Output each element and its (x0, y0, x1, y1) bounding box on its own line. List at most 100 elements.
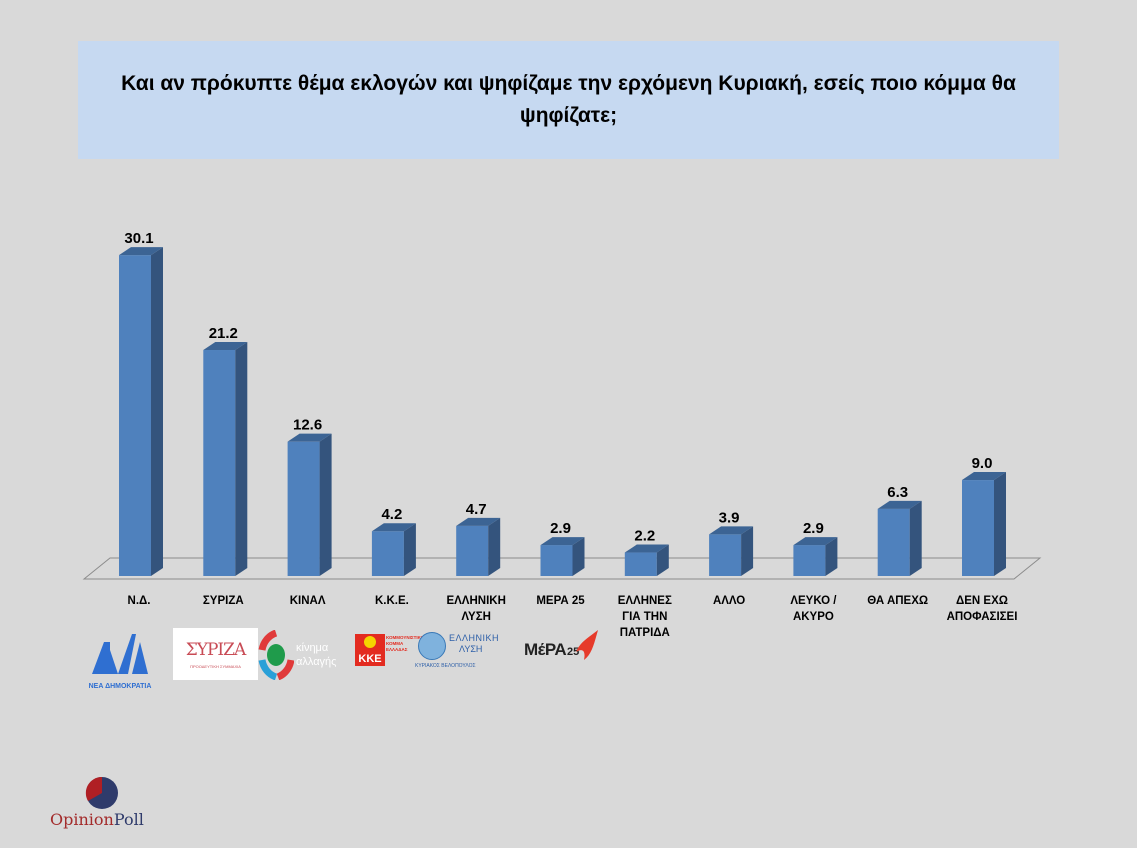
opinionpoll-pie-icon (85, 776, 118, 809)
elliniki-lysi-emblem-icon (418, 632, 446, 660)
bar-top (793, 537, 838, 546)
swallow-icon (576, 630, 598, 660)
bar-side (994, 472, 1006, 576)
bar-value-label: 9.0 (972, 455, 993, 472)
bar-front (793, 545, 826, 576)
category-label-line: ΛΕΥΚΟ / (790, 595, 837, 607)
bar: 3.9 (709, 509, 754, 576)
bar-side (235, 342, 248, 576)
bar: 21.2 (203, 325, 248, 576)
mera25-logo-num: 25 (567, 646, 580, 658)
category-label-line: ΑΚΥΡΟ (792, 611, 834, 623)
logo-kinal: κίνημα αλλαγής (258, 630, 343, 682)
category-label-line: ΠΑΤΡΙΔΑ (619, 627, 670, 639)
category-label-line: ΑΠΟΦΑΣΙΣΕΙ (946, 611, 1018, 623)
bar-side (909, 500, 922, 576)
bar-value-label: 4.7 (466, 501, 487, 518)
bar-side (572, 537, 585, 576)
category-label-line: ΜΕΡΑ 25 (536, 595, 585, 607)
mera25-logo-mark: ΜέΡΑ (524, 640, 567, 659)
bar-value-label: 3.9 (719, 509, 740, 526)
bar-value-label: 2.9 (803, 520, 824, 537)
bar-side (319, 433, 332, 576)
category-label: ΕΛΛΗΝΙΚΗ ΛΥΣΗ (431, 593, 521, 625)
bar-front (456, 525, 489, 576)
logo-mera25: ΜέΡΑ 25 (522, 628, 600, 664)
category-label: ΚΙΝΑΛ (263, 593, 353, 609)
bar-value-label: 2.2 (634, 528, 655, 545)
bar-top (371, 523, 416, 532)
bar-top (456, 517, 501, 526)
bar-top (287, 433, 332, 442)
bar: 9.0 (962, 455, 1006, 576)
category-label-line: Κ.Κ.Ε. (374, 595, 409, 607)
category-label-line: ΑΛΛΟ (712, 595, 746, 607)
bar-side (151, 247, 163, 576)
category-label-line: ΕΛΛΗΝΕΣ (617, 595, 672, 607)
bar: 2.9 (793, 520, 838, 576)
bar: 6.3 (877, 484, 922, 576)
bar-value-label: 4.2 (381, 506, 402, 523)
category-label: ΛΕΥΚΟ / ΑΚΥΡΟ (768, 593, 858, 625)
bar-top (962, 472, 1006, 481)
bar-side (741, 526, 754, 576)
bar-top (709, 526, 754, 535)
kke-logo-caption: ΚΟΜΜΟΥΝΙΣΤΙΚΟ ΚΟΜΜΑ ΕΛΛΑΔΑΣ (386, 635, 425, 652)
nd-logo-icon (92, 634, 148, 674)
hammer-sickle-icon (364, 636, 376, 648)
kinal-logo-line2: αλλαγής (296, 656, 337, 668)
bar-top (203, 342, 248, 351)
nd-logo-caption: ΝΕΑ ΔΗΜΟΚΡΑΤΙΑ (88, 683, 152, 690)
category-label-line: ΘΑ ΑΠΕΧΩ (867, 595, 929, 607)
category-label: ΣΥΡΙΖΑ (178, 593, 268, 609)
logo-syriza: ΣΥΡΙΖΑ ΠΡΟΟΔΕΥΤΙΚΗ ΣΥΜΜΑΧΙΑ (173, 628, 258, 680)
bar-front (877, 508, 910, 576)
bar-side (825, 537, 838, 576)
category-label-line: Ν.Δ. (127, 595, 151, 607)
bar: 2.2 (624, 528, 669, 576)
kke-logo-mark: ΚΚΕ (355, 634, 385, 666)
category-label-line: ΔΕΝ ΕΧΩ (956, 595, 1008, 607)
bar-front (540, 545, 573, 576)
brand-name: OpinionPoll (50, 810, 144, 829)
category-axis: Ν.Δ. ΣΥΡΙΖΑ ΚΙΝΑΛ Κ.Κ.Ε. ΕΛΛΗΝΙΚΗ ΛΥΣΗ ΜΕΡΑ 25… (0, 593, 1137, 653)
bar-side (488, 517, 501, 576)
category-label-line: ΚΙΝΑΛ (289, 595, 326, 607)
bar-front (119, 255, 151, 576)
syriza-logo-mark: ΣΥΡΙΖΑ (185, 640, 247, 660)
category-label: ΔΕΝ ΕΧΩ ΑΠΟΦΑΣΙΣΕΙ (937, 593, 1027, 625)
bar-front (287, 441, 320, 576)
bar-value-label: 12.6 (293, 417, 322, 434)
category-label: ΕΛΛΗΝΕΣ ΓΙΑ ΤΗΝ ΠΑΤΡΙΔΑ (600, 593, 690, 641)
bar: 4.7 (456, 501, 501, 576)
bar: 12.6 (287, 417, 332, 576)
category-label: Κ.Κ.Ε. (347, 593, 437, 609)
bar-value-label: 21.2 (209, 325, 238, 342)
category-label: ΘΑ ΑΠΕΧΩ (853, 593, 943, 609)
bar-top (119, 247, 163, 256)
logo-nd: ΝΕΑ ΔΗΜΟΚΡΑΤΙΑ (88, 630, 152, 690)
category-label-line: ΓΙΑ ΤΗΝ (622, 611, 668, 623)
category-label: Ν.Δ. (94, 593, 184, 609)
bar-side (656, 544, 669, 576)
category-label: ΑΛΛΟ (684, 593, 774, 609)
bar-front (371, 531, 404, 576)
bar-value-label: 2.9 (550, 520, 571, 537)
bar: 30.1 (119, 230, 163, 576)
bar-front (624, 552, 657, 576)
bar-value-label: 6.3 (887, 484, 908, 501)
bar-front (962, 480, 994, 576)
kinal-logo-line1: κίνημα (296, 642, 329, 654)
bar-front (203, 350, 236, 576)
logo-kke: ΚΚΕ ΚΟΜΜΟΥΝΙΣΤΙΚΟ ΚΟΜΜΑ ΕΛΛΑΔΑΣ (355, 634, 425, 666)
category-label-line: ΕΛΛΗΝΙΚΗ (446, 595, 506, 607)
category-label-line: ΛΥΣΗ (461, 611, 491, 623)
bar-top (624, 544, 669, 553)
chart-floor (82, 557, 1042, 580)
bar-top (540, 537, 585, 546)
bar-top (877, 500, 922, 509)
chart-title: Και αν πρόκυπτε θέμα εκλογών και ψηφίζαμ… (121, 72, 1016, 127)
category-label: ΜΕΡΑ 25 (516, 593, 606, 609)
title-banner: Και αν πρόκυπτε θέμα εκλογών και ψηφίζαμ… (78, 41, 1059, 159)
logo-elliniki-lysi: ΕΛΛΗΝΙΚΗ ΛΥΣΗ ΚΥΡΙΑΚΟΣ ΒΕΛΟΠΟΥΛΟΣ (415, 632, 500, 669)
